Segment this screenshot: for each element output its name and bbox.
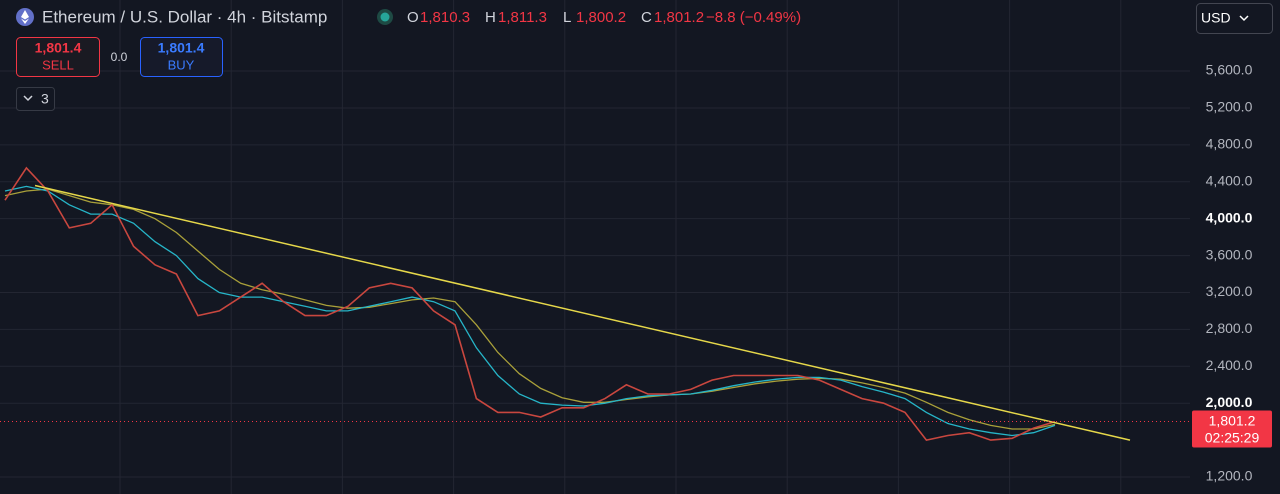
sell-price[interactable]: 1,801.4	[35, 40, 82, 56]
series-line	[4, 166, 1056, 441]
series-line	[4, 188, 1056, 430]
price-tag-price: 1,801.2	[1209, 412, 1256, 428]
currency-select[interactable]	[1196, 3, 1273, 34]
currency[interactable]: USD	[1201, 10, 1231, 26]
buy-button[interactable]	[140, 37, 223, 77]
buy-price[interactable]: 1,801.4	[158, 40, 205, 56]
y-tick-label: 4,400.0	[1206, 172, 1253, 188]
price-tag: 1,801.2 02:25:29	[1192, 410, 1272, 448]
ohlc-key: L	[563, 9, 571, 26]
chevron	[1239, 15, 1249, 22]
change: −8.8 (−0.49%)	[706, 9, 801, 26]
y-tick-label: 4,800.0	[1206, 136, 1253, 152]
symbol-title[interactable]: Ethereum / U.S. Dollar · 4h · Bitstamp	[42, 7, 327, 26]
indicators-toggle[interactable]	[16, 87, 55, 111]
y-tick-label: 2,800.0	[1206, 320, 1253, 336]
y-axis: 1,200.0 2,000.0 2,400.0 2,800.0 3,200.0 3,600…	[1206, 62, 1253, 484]
chevron	[23, 95, 33, 102]
y-tick-label: 5,600.0	[1206, 62, 1253, 78]
ohlc-key: O	[407, 9, 419, 26]
y-tick-label: 1,200.0	[1206, 468, 1253, 484]
sell-label[interactable]: SELL	[42, 57, 74, 72]
series-line	[4, 185, 1056, 437]
sell-button[interactable]	[16, 37, 100, 77]
eth-glyph	[21, 10, 29, 24]
market-status	[380, 12, 390, 22]
y-tick-label: 3,200.0	[1206, 283, 1253, 299]
y-tick-label: 2,000.0	[1206, 394, 1253, 410]
price-tag-countdown: 02:25:29	[1205, 429, 1260, 445]
indicators-count[interactable]: 3	[41, 91, 49, 107]
ohlc-key: C	[641, 9, 652, 26]
plot	[0, 166, 1190, 441]
y-tick-label: 2,400.0	[1206, 357, 1253, 373]
ohlc-value: 1,810.3	[420, 9, 470, 26]
ohlc-value: 1,811.3	[498, 9, 547, 26]
ohlc-value: 1,800.2	[576, 9, 626, 26]
price-tag-box	[1192, 410, 1272, 448]
spread: 0.0	[111, 50, 128, 64]
y-tick-label: 3,600.0	[1206, 246, 1253, 262]
ohlc: O 1,810.3 H 1,811.3 L 1,800.2 C 1,801.2 −8.8 (−0…	[407, 9, 801, 26]
trendline	[34, 184, 1131, 441]
y-tick-label: 5,200.0	[1206, 99, 1253, 115]
buy-label[interactable]: BUY	[168, 57, 195, 72]
y-tick-label: 4,000.0	[1206, 209, 1253, 225]
ohlc-key: H	[485, 9, 496, 26]
ohlc-value: 1,801.2	[654, 9, 704, 26]
vertical-grid	[0, 0, 1190, 494]
